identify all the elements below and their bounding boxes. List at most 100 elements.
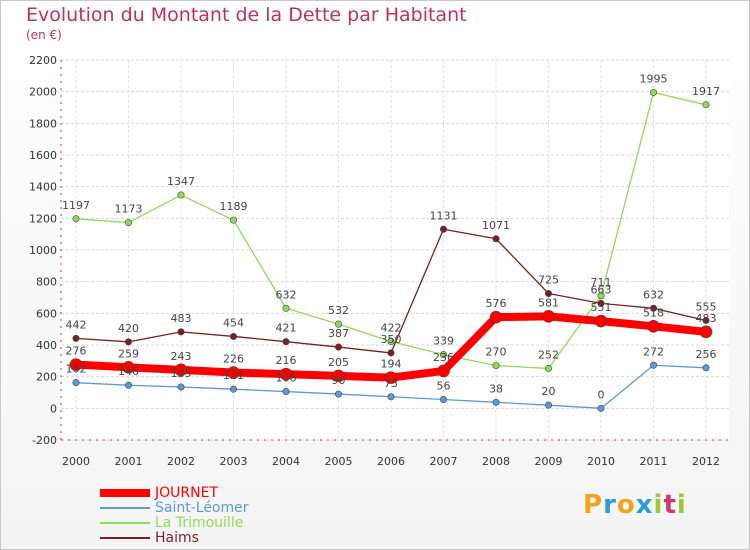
y-tick-label: 1200: [29, 212, 57, 225]
x-tick-label: 2009: [535, 455, 563, 468]
data-label: 576: [486, 297, 507, 310]
data-label: 56: [437, 379, 451, 392]
data-label: 1131: [430, 209, 458, 222]
data-label: 1071: [482, 219, 510, 232]
legend-label-haims: Haims: [155, 529, 199, 546]
data-point: [492, 398, 500, 406]
data-point: [597, 404, 605, 412]
x-tick-label: 2001: [115, 455, 143, 468]
data-label: 276: [66, 345, 87, 358]
data-point: [699, 325, 713, 339]
legend-label-la-trimouille: La Trimouille: [155, 514, 244, 531]
data-point: [227, 366, 240, 379]
data-point: [439, 225, 447, 233]
logo-letter: r: [603, 490, 617, 520]
legend-label-saint-leomer: Saint-Léomer: [155, 499, 249, 516]
proxiti-logo: Proxiti: [583, 490, 687, 520]
data-label: 205: [328, 356, 349, 369]
legend-swatch-saint-leomer: [100, 506, 150, 509]
x-tick-label: 2012: [692, 455, 720, 468]
data-label: 90: [332, 374, 346, 387]
logo-letter: t: [663, 490, 677, 520]
data-label: 1189: [220, 200, 248, 213]
data-label: 272: [643, 345, 664, 358]
data-point: [492, 235, 500, 243]
data-label: 226: [223, 353, 244, 366]
data-label: 146: [118, 365, 139, 378]
data-point: [647, 320, 660, 333]
data-point: [702, 364, 710, 372]
y-tick-label: 0: [50, 402, 57, 415]
data-point: [230, 385, 238, 393]
data-label: 632: [643, 288, 664, 301]
data-point: [69, 358, 83, 371]
data-point: [279, 367, 293, 381]
x-tick-label: 2008: [482, 455, 510, 468]
data-point: [597, 299, 605, 307]
y-tick-label: 1600: [29, 149, 57, 162]
data-label: 483: [171, 312, 192, 325]
data-label: 1197: [62, 199, 90, 212]
data-label: 216: [276, 354, 297, 367]
data-label: 483: [696, 312, 717, 325]
legend-item-haims: Haims: [100, 530, 199, 545]
data-label: 0: [598, 388, 605, 401]
data-point: [649, 88, 657, 96]
data-point: [72, 379, 80, 387]
data-label: 259: [118, 347, 139, 360]
data-point: [334, 320, 342, 328]
unit-label: (en €): [26, 28, 62, 42]
data-label: 711: [591, 276, 612, 289]
data-point: [282, 338, 290, 346]
data-point: [125, 381, 133, 389]
data-point: [702, 101, 710, 109]
logo-letter: i: [676, 490, 687, 520]
data-label: 518: [643, 306, 664, 319]
logo-letter: P: [583, 490, 604, 520]
data-label: 73: [384, 377, 398, 390]
data-point: [177, 383, 185, 391]
y-tick-label: 600: [36, 307, 57, 320]
data-label: 420: [118, 322, 139, 335]
data-label: 551: [591, 301, 612, 314]
y-tick-label: 1000: [29, 244, 57, 257]
data-point: [437, 364, 450, 378]
data-label: 270: [486, 346, 507, 359]
legend-item-saint-leomer: Saint-Léomer: [100, 500, 249, 515]
y-tick-label: -200: [32, 434, 57, 447]
data-label: 532: [328, 304, 349, 317]
data-label: 581: [538, 296, 559, 309]
data-label: 725: [538, 274, 559, 287]
chart-title: Evolution du Montant de la Dette par Hab…: [26, 4, 467, 26]
data-label: 20: [542, 385, 556, 398]
y-tick-label: 1800: [29, 117, 57, 130]
data-point: [125, 338, 133, 346]
data-point: [282, 388, 290, 396]
data-point: [702, 316, 710, 324]
data-point: [649, 361, 657, 369]
data-point: [387, 393, 395, 401]
data-point: [177, 328, 185, 336]
data-point: [72, 334, 80, 342]
logo-letter: x: [635, 490, 654, 520]
data-label: 38: [489, 382, 503, 395]
data-label: 135: [171, 367, 192, 380]
x-tick-label: 2002: [167, 455, 195, 468]
x-tick-label: 2010: [587, 455, 615, 468]
data-point: [489, 310, 503, 324]
data-label: 663: [591, 283, 612, 296]
data-point: [334, 390, 342, 398]
data-point: [387, 349, 395, 357]
data-point: [597, 292, 605, 300]
data-point: [492, 362, 500, 370]
data-point: [174, 363, 188, 377]
logo-letter: i: [653, 490, 664, 520]
x-tick-label: 2011: [640, 455, 668, 468]
y-tick-label: 2200: [29, 54, 57, 67]
data-label: 555: [696, 300, 717, 313]
x-tick-label: 2007: [430, 455, 458, 468]
data-point: [177, 191, 185, 199]
y-tick-label: 1400: [29, 181, 57, 194]
y-tick-label: 800: [36, 276, 57, 289]
data-label: 350: [381, 333, 402, 346]
